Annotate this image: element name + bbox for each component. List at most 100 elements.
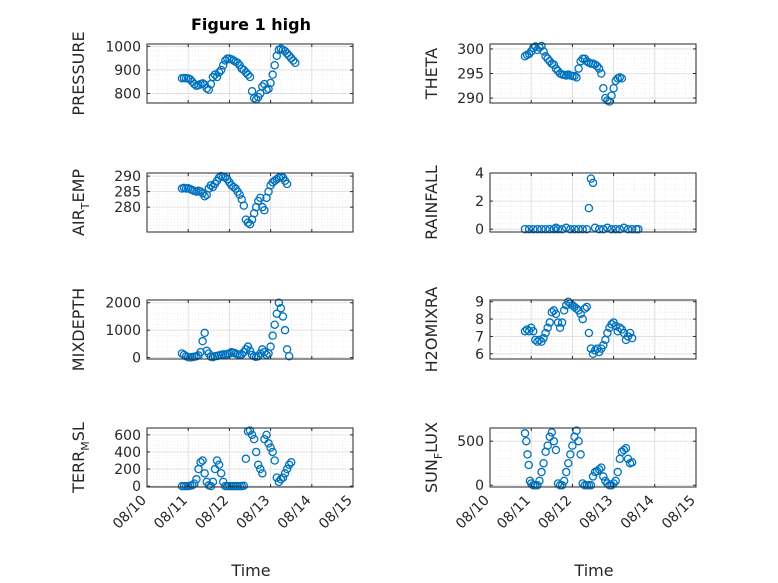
- data-point: [533, 224, 542, 234]
- y-tick-label: 9: [475, 295, 484, 311]
- y-tick-label: 300: [457, 42, 484, 58]
- y-tick-label: 4: [475, 166, 484, 182]
- data-point: [584, 203, 594, 213]
- data-point: [221, 56, 230, 65]
- axes-box: [146, 43, 354, 104]
- data-point: [243, 70, 253, 79]
- data-point: [239, 201, 249, 210]
- data-point: [214, 460, 224, 470]
- data-point: [233, 58, 242, 68]
- data-point: [289, 56, 298, 65]
- data-point: [570, 71, 579, 81]
- y-tick-label: 8: [475, 312, 484, 328]
- data-point: [198, 336, 207, 346]
- x-tick-label: 08/15: [659, 493, 699, 533]
- y-tick-label: 200: [114, 462, 141, 478]
- data-point: [522, 436, 531, 446]
- y-tick-label: 900: [114, 63, 141, 79]
- data-point: [547, 307, 557, 317]
- subplot-2: 290 295 300 THETA: [422, 41, 697, 107]
- data-point: [603, 223, 612, 233]
- y-tick-label: 400: [114, 445, 141, 461]
- data-point: [545, 318, 554, 327]
- y-tick-label: 600: [114, 428, 141, 444]
- data-point: [594, 465, 604, 474]
- y-tick-label: 285: [114, 185, 141, 201]
- data-point: [627, 458, 637, 467]
- axes-box: [489, 427, 697, 488]
- data-point: [551, 309, 561, 319]
- data-point: [599, 472, 608, 481]
- data-point: [274, 298, 284, 307]
- data-point: [272, 174, 282, 184]
- data-point: [545, 432, 554, 442]
- x-tick-label: 08/11: [151, 493, 191, 533]
- data-point: [561, 467, 571, 477]
- data-point: [627, 224, 637, 234]
- y-tick-label: 0: [132, 351, 141, 367]
- data-point: [214, 68, 224, 77]
- data-point: [599, 340, 608, 350]
- data-point: [576, 309, 585, 319]
- data-point: [611, 321, 620, 331]
- data-point: [196, 347, 205, 357]
- data-point: [584, 328, 594, 338]
- data-point: [541, 224, 550, 234]
- data-point: [284, 352, 294, 361]
- data-point: [615, 224, 625, 234]
- data-point: [549, 436, 559, 446]
- data-point: [212, 456, 222, 465]
- axes-box: [489, 172, 697, 233]
- data-point: [190, 79, 199, 89]
- data-point: [520, 326, 530, 336]
- data-point: [551, 64, 561, 73]
- data-point: [578, 224, 587, 234]
- data-point: [264, 84, 273, 94]
- data-point: [286, 457, 296, 467]
- data-point: [524, 224, 534, 234]
- data-point: [566, 450, 575, 459]
- data-point: [613, 467, 622, 477]
- data-point: [282, 345, 292, 354]
- data-point: [251, 447, 261, 457]
- data-point: [588, 178, 598, 188]
- data-point: [262, 430, 271, 440]
- y-tick-label: 295: [457, 67, 484, 83]
- data-point: [256, 349, 265, 358]
- data-point: [582, 224, 592, 234]
- data-point: [284, 51, 294, 61]
- data-point: [276, 303, 286, 313]
- x-tick-label: 08/15: [316, 493, 356, 533]
- x-tick-label: 08/13: [577, 493, 617, 533]
- axes-box: [489, 299, 697, 360]
- data-point: [609, 84, 618, 93]
- x-tick-label: 08/14: [618, 492, 658, 532]
- data-point: [557, 224, 567, 234]
- data-point: [599, 224, 608, 234]
- y-tick-label: 6: [475, 347, 484, 363]
- data-point: [188, 481, 197, 490]
- y-axis-label: PRESSURE: [69, 31, 88, 115]
- data-point: [529, 224, 538, 234]
- data-point: [241, 68, 251, 77]
- data-point: [282, 179, 292, 189]
- data-point: [192, 475, 201, 484]
- data-point: [216, 469, 226, 478]
- data-point: [520, 429, 530, 438]
- y-tick-label: 0: [475, 478, 484, 494]
- data-point: [529, 326, 538, 336]
- y-axis-label: THETA: [422, 48, 441, 100]
- axes-box: [146, 299, 354, 360]
- data-point: [537, 467, 546, 477]
- data-point: [260, 206, 269, 215]
- y-tick-label: 290: [457, 91, 484, 107]
- y-axis-label: AIRTEMP: [69, 169, 92, 236]
- data-point: [258, 469, 267, 478]
- data-point: [623, 224, 633, 234]
- data-point: [524, 49, 534, 59]
- data-point: [243, 342, 253, 351]
- data-point: [627, 333, 637, 343]
- data-point: [206, 481, 216, 491]
